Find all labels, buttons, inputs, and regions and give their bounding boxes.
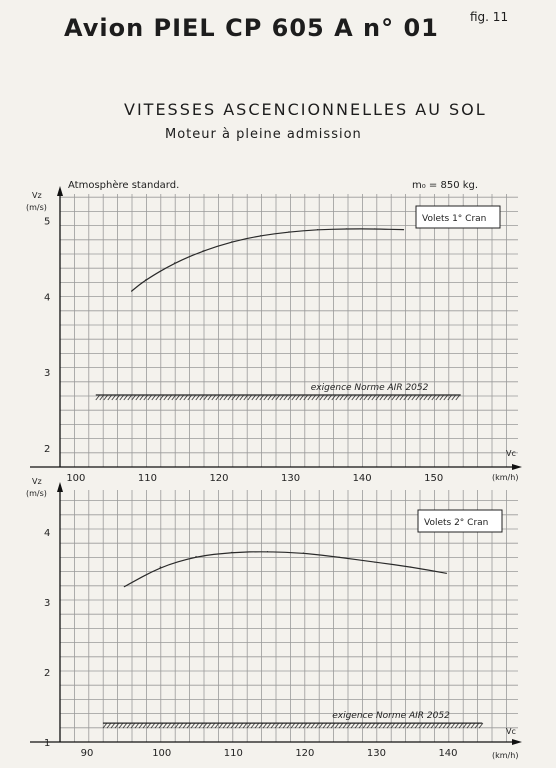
data-point — [173, 262, 176, 264]
y-tick-label: 4 — [44, 528, 50, 539]
data-point — [145, 279, 147, 281]
data-point — [402, 229, 405, 231]
data-point — [410, 566, 412, 568]
chart-panel-2: Vz (m/s) Vc (km/h) 1 2 3 4 90 100 110 120 130 140 exig… — [26, 477, 522, 760]
data-point — [302, 552, 304, 554]
flap-setting-box — [415, 205, 501, 229]
x-axis-symbol: Vc — [506, 727, 516, 736]
x-tick-label: 140 — [353, 473, 372, 484]
data-point — [231, 551, 233, 553]
x-tick-label: 140 — [438, 748, 457, 759]
requirement-label: exigence Norme AIR 2052 — [311, 383, 429, 393]
data-point — [195, 555, 197, 558]
flap-setting-label: Volets 1° Cran — [422, 214, 486, 224]
data-point — [259, 235, 261, 237]
data-point — [345, 228, 347, 230]
y-tick-label: 5 — [44, 217, 50, 228]
x-tick-label: 100 — [152, 748, 171, 759]
x-tick-label: 120 — [209, 473, 228, 484]
y-axis-arrow — [57, 186, 63, 196]
y-tick-label: 2 — [44, 668, 50, 679]
y-tick-label: 1 — [44, 738, 50, 749]
chart-grid — [59, 490, 518, 743]
data-point — [123, 586, 125, 588]
climb-rate-curve — [131, 228, 404, 292]
climb-rate-curve — [124, 551, 447, 588]
x-tick-label: 150 — [424, 473, 443, 484]
data-point — [338, 556, 340, 558]
data-point — [374, 561, 376, 563]
x-tick-label: 120 — [295, 748, 314, 759]
mass-note: m₀ = 850 kg. — [412, 180, 479, 191]
x-tick-label: 110 — [138, 473, 157, 484]
chart-subheading: Moteur à pleine admission — [165, 127, 362, 142]
chart-heading: VITESSES ASCENCIONNELLES AU SOL — [124, 100, 487, 119]
data-point — [231, 241, 233, 243]
y-tick-label: 3 — [44, 368, 50, 379]
page-title: Avion PIEL CP 605 A n° 01 — [64, 14, 439, 42]
requirement-label: exigence Norme AIR 2052 — [332, 711, 450, 721]
y-axis-unit: (m/s) — [26, 203, 47, 212]
y-tick-label: 3 — [44, 598, 50, 609]
flap-setting-box — [417, 509, 503, 533]
y-axis-symbol: Vz — [32, 191, 42, 200]
x-tick-label: 130 — [367, 748, 386, 759]
data-point — [288, 231, 290, 233]
data-point — [266, 551, 269, 553]
x-axis-arrow — [512, 464, 522, 470]
flap-setting-label: Volets 2° Cran — [424, 518, 488, 528]
x-axis-unit: (km/h) — [492, 473, 518, 482]
x-tick-label: 90 — [81, 748, 94, 759]
data-point — [374, 228, 376, 230]
y-axis-symbol: Vz — [32, 477, 42, 486]
chart-grid — [59, 194, 518, 468]
y-axis-arrow — [57, 482, 63, 492]
data-point — [317, 229, 319, 231]
chart-panel-1: Vz (m/s) Vc (km/h) 2 3 4 5 100 110 120 130 140 150 exi… — [26, 186, 522, 484]
data-point — [445, 572, 447, 574]
data-point — [131, 290, 133, 292]
requirement-line — [95, 394, 461, 401]
figure-number: fig. 11 — [470, 10, 509, 24]
data-point — [159, 566, 161, 568]
data-point — [202, 250, 204, 252]
atmosphere-note: Atmosphère standard. — [68, 180, 180, 191]
requirement-line — [102, 722, 484, 729]
x-axis-symbol: Vc — [506, 449, 516, 458]
y-tick-label: 2 — [44, 444, 50, 455]
y-tick-label: 4 — [44, 292, 50, 303]
y-axis-unit: (m/s) — [26, 489, 47, 498]
x-axis-unit: (km/h) — [492, 751, 518, 760]
x-tick-label: 100 — [66, 473, 85, 484]
x-axis-arrow — [512, 739, 522, 745]
x-tick-label: 130 — [281, 473, 300, 484]
x-tick-label: 110 — [224, 748, 243, 759]
